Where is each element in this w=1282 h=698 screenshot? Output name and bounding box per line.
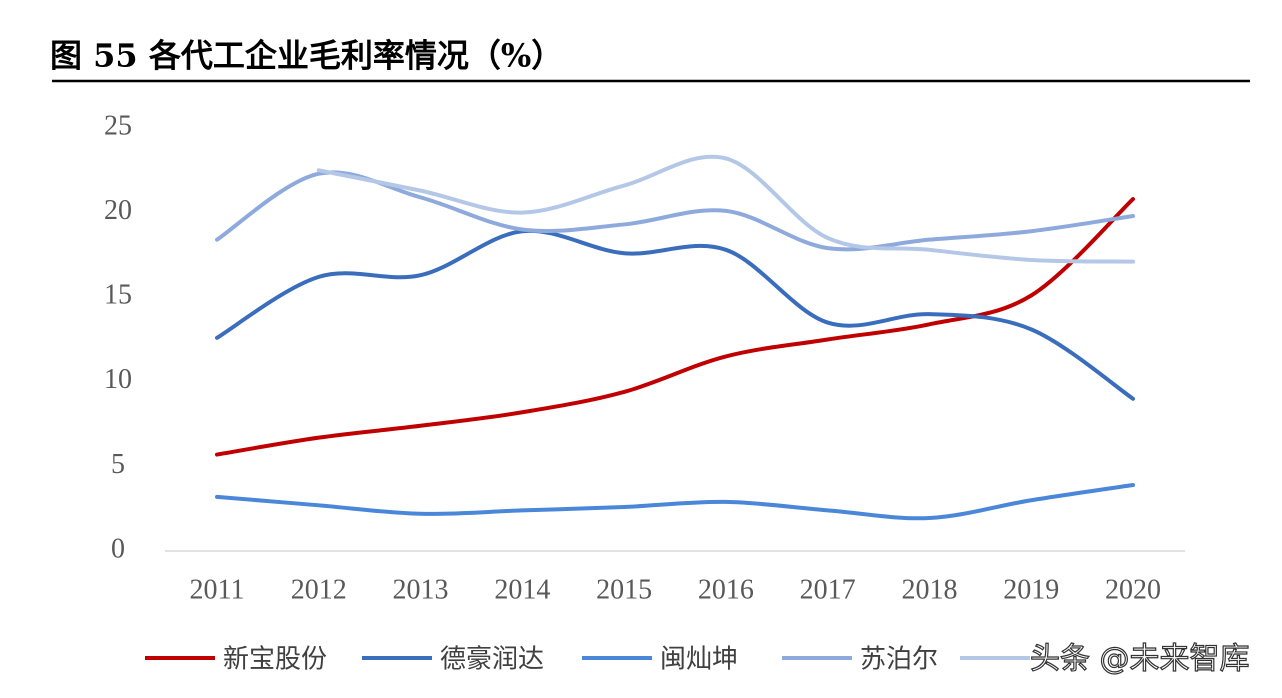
series-line bbox=[215, 170, 1135, 252]
y-tick-label: 20 bbox=[104, 195, 132, 226]
legend-label: 新宝股份 bbox=[223, 645, 327, 675]
x-tick-label: 2011 bbox=[190, 574, 245, 605]
y-tick-label: 10 bbox=[104, 364, 132, 395]
x-tick-label: 2016 bbox=[698, 574, 754, 605]
chart-title: 图 55 各代工企业毛利率情况（%） bbox=[50, 37, 563, 75]
x-tick-label: 2017 bbox=[800, 574, 856, 605]
series-line bbox=[316, 154, 1135, 264]
x-tick-label: 2012 bbox=[291, 574, 347, 605]
y-tick-label: 15 bbox=[104, 280, 132, 311]
series-line bbox=[215, 483, 1135, 521]
y-tick-label: 0 bbox=[111, 533, 125, 564]
series-line bbox=[215, 197, 1135, 457]
legend-label: 闽灿坤 bbox=[660, 645, 738, 675]
series-line bbox=[215, 228, 1135, 401]
x-tick-label: 2019 bbox=[1003, 574, 1059, 605]
y-tick-label: 5 bbox=[111, 449, 125, 480]
x-tick-label: 2018 bbox=[901, 574, 957, 605]
legend-label: 苏泊尔 bbox=[860, 645, 938, 675]
watermark: 头条 @未来智库 bbox=[1030, 642, 1250, 677]
x-tick-label: 2014 bbox=[494, 574, 550, 605]
x-tick-label: 2015 bbox=[596, 574, 652, 605]
legend-label: 德豪润达 bbox=[440, 645, 544, 675]
x-tick-label: 2020 bbox=[1105, 574, 1161, 605]
y-tick-label: 25 bbox=[104, 110, 132, 141]
x-tick-label: 2013 bbox=[393, 574, 449, 605]
